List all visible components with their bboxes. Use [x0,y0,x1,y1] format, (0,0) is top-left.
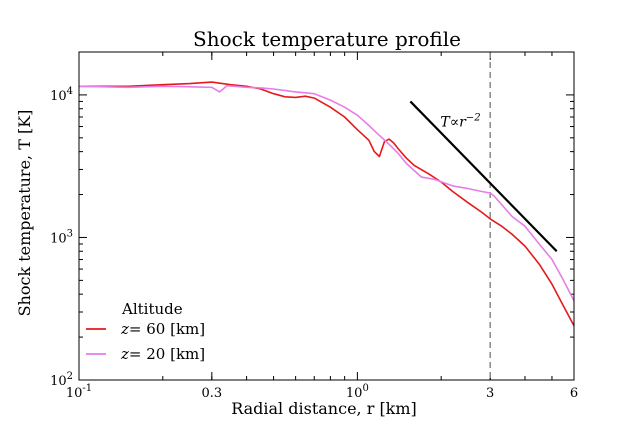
plot-area: 10-1 0.3 100 3 6 102 103 104 T∝r−2 Altitude z= 60 … [50,51,578,401]
power-law-label: T∝r−2 [440,112,480,130]
y-tick-label: 103 [50,228,73,246]
y-tick-label: 104 [50,86,73,104]
y-tick-label: 102 [50,371,73,389]
x-tick-label: 0.3 [201,386,222,401]
x-tick-label: 100 [346,383,369,401]
chart-title: Shock temperature profile [193,27,461,51]
x-tick-label: 10-1 [66,383,92,401]
legend-entry-0: z= 60 [km] [120,320,205,338]
x-tick-label: 6 [570,386,578,401]
legend-entry-1: z= 20 [km] [120,345,205,363]
series-line-0 [79,81,575,327]
power-law-line [409,100,558,253]
x-axis-label: Radial distance, r [km] [231,399,417,418]
axes-frame [78,51,575,381]
y-axis-label: Shock temperature, T [K] [15,110,34,317]
series-line-1 [78,84,575,302]
x-tick-label: 3 [486,386,494,401]
legend-title: Altitude [121,300,183,318]
